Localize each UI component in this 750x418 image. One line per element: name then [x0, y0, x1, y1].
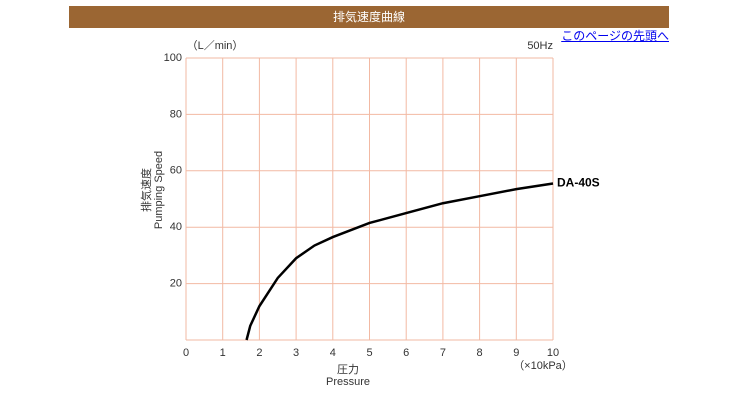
y-unit: （L／min）	[187, 39, 244, 52]
x-tick-label: 0	[183, 347, 189, 359]
x-label: 圧力	[337, 363, 359, 376]
x-tick-label: 4	[330, 347, 336, 359]
x-tick-label: 10	[547, 347, 559, 359]
line	[245, 182, 554, 341]
x-tick-label: 1	[220, 347, 226, 359]
header-bar: 排気速度曲線	[69, 6, 669, 28]
x-tick-label: 6	[403, 347, 409, 359]
x-tick-label: 9	[513, 347, 519, 359]
x-tick-label: 7	[440, 347, 446, 359]
y-tick-label: 40	[170, 221, 182, 233]
series-label: DA-40S	[557, 176, 600, 190]
x-unit: （×10kPa）	[513, 359, 573, 372]
x-tick-label: 3	[293, 347, 299, 359]
y-label-en: Pumping Speed	[153, 151, 165, 229]
y-tick-label: 100	[164, 52, 182, 64]
x-tick-label: 8	[477, 347, 483, 359]
y-tick-label: 80	[170, 108, 182, 120]
x-tick-label: 2	[256, 347, 262, 359]
x-label-en: Pressure	[326, 376, 370, 388]
y-tick-label: 60	[170, 165, 182, 177]
x-tick-label: 5	[366, 347, 372, 359]
note: 50Hz	[527, 40, 553, 52]
page-top-link[interactable]: このページの先頭へ	[561, 29, 669, 43]
y-label: 排気速度	[139, 168, 153, 212]
y-tick-label: 20	[170, 278, 182, 290]
